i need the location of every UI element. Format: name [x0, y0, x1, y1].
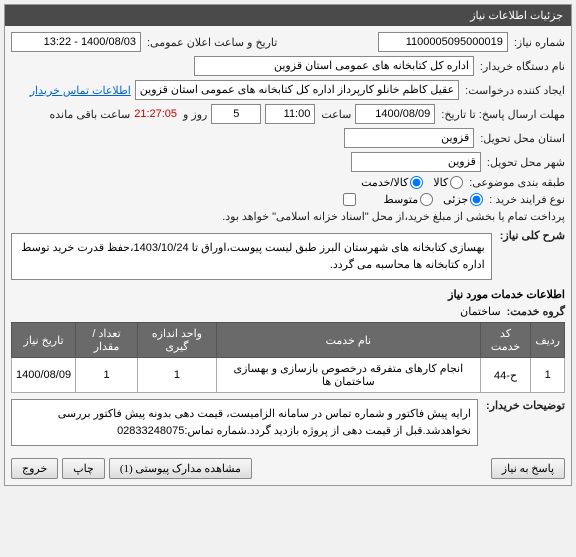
th-name: نام خدمت: [216, 323, 480, 358]
td-code: ح-44: [480, 358, 531, 393]
services-section-title: اطلاعات خدمات مورد نیاز: [11, 284, 565, 305]
panel-body: شماره نیاز: 1100005095000019 تاریخ و ساع…: [5, 26, 571, 452]
deadline-date: 1400/08/09: [355, 104, 435, 124]
cat-goods-label: کالا: [433, 176, 448, 189]
deadline-time: 11:00: [265, 104, 315, 124]
contact-link[interactable]: اطلاعات تماس خریدار: [30, 84, 131, 97]
days-value: 5: [211, 104, 261, 124]
need-number-value: 1100005095000019: [378, 32, 508, 52]
payment-note: پرداخت تمام یا بخشی از مبلغ خرید،از محل …: [222, 210, 565, 223]
buyer-org-label: نام دستگاه خریدار:: [480, 60, 565, 73]
table-header-row: ردیف کد خدمت نام خدمت واحد اندازه گیری ت…: [12, 323, 565, 358]
th-row: ردیف: [531, 323, 565, 358]
pt-minor-label: جزئی: [443, 193, 468, 206]
th-code: کد خدمت: [480, 323, 531, 358]
details-panel: جزئیات اطلاعات نیاز شماره نیاز: 11000050…: [4, 4, 572, 486]
deadline-label: مهلت ارسال پاسخ: تا تاریخ:: [441, 108, 565, 121]
remaining-time: 21:27:05: [134, 108, 177, 120]
td-row: 1: [531, 358, 565, 393]
announce-label: تاریخ و ساعت اعلان عمومی:: [147, 36, 277, 49]
remaining-label: ساعت باقی مانده: [49, 108, 130, 121]
province-value: قزوین: [344, 128, 474, 148]
requester-label: ایجاد کننده درخواست:: [465, 84, 565, 97]
print-button[interactable]: چاپ: [62, 458, 105, 479]
buyer-notes-text: ارایه پیش فاکتور و شماره تماس در سامانه …: [11, 399, 478, 446]
td-name: انجام کارهای متفرقه درخصوص بازسازی و بهس…: [216, 358, 480, 393]
table-row: 1 ح-44 انجام کارهای متفرقه درخصوص بازساز…: [12, 358, 565, 393]
city-label: شهر محل تحویل:: [487, 156, 565, 169]
purchase-type-label: نوع فرایند خرید :: [489, 193, 565, 206]
pt-minor-radio[interactable]: [470, 193, 483, 206]
td-date: 1400/08/09: [12, 358, 76, 393]
pt-medium-label: متوسط: [384, 193, 419, 206]
answer-button[interactable]: پاسخ به نیاز: [491, 458, 565, 479]
category-radios: کالا کالا/خدمت: [361, 176, 463, 189]
th-unit: واحد اندازه گیری: [137, 323, 216, 358]
td-unit: 1: [137, 358, 216, 393]
description-text: بهسازی کتابخانه های شهرستان البرز طبق لی…: [11, 233, 492, 280]
cat-service-radio[interactable]: [410, 176, 423, 189]
need-number-label: شماره نیاز:: [514, 36, 565, 49]
service-group-value: ساختمان: [460, 305, 500, 318]
th-date: تاریخ نیاز: [12, 323, 76, 358]
requester-value: عقیل کاظم خانلو کارپرداز اداره کل کتابخا…: [135, 80, 459, 100]
attachments-button[interactable]: مشاهده مدارک پیوستی (1): [109, 458, 252, 479]
days-label: روز و: [183, 108, 207, 121]
services-table: ردیف کد خدمت نام خدمت واحد اندازه گیری ت…: [11, 322, 565, 393]
description-label: شرح کلی نیاز:: [500, 229, 565, 242]
announce-value: 1400/08/03 - 13:22: [11, 32, 141, 52]
th-qty: تعداد / مقدار: [76, 323, 138, 358]
cat-goods-radio[interactable]: [450, 176, 463, 189]
exit-button[interactable]: خروج: [11, 458, 58, 479]
time-label: ساعت: [321, 108, 351, 121]
city-value: قزوین: [351, 152, 481, 172]
cat-service-label: کالا/خدمت: [361, 176, 408, 189]
td-qty: 1: [76, 358, 138, 393]
category-label: طبقه بندی موضوعی:: [469, 176, 565, 189]
panel-title: جزئیات اطلاعات نیاز: [5, 5, 571, 26]
service-group-label: گروه خدمت:: [507, 305, 565, 318]
province-label: استان محل تحویل:: [480, 132, 565, 145]
buyer-notes-label: توضیحات خریدار:: [486, 399, 565, 412]
payment-checkbox[interactable]: [343, 193, 356, 206]
purchase-type-radios: جزئی متوسط: [384, 193, 484, 206]
buyer-org-value: اداره کل کتابخانه های عمومی استان قزوین: [194, 56, 474, 76]
footer: پاسخ به نیاز مشاهده مدارک پیوستی (1) چاپ…: [5, 452, 571, 485]
pt-medium-radio[interactable]: [420, 193, 433, 206]
